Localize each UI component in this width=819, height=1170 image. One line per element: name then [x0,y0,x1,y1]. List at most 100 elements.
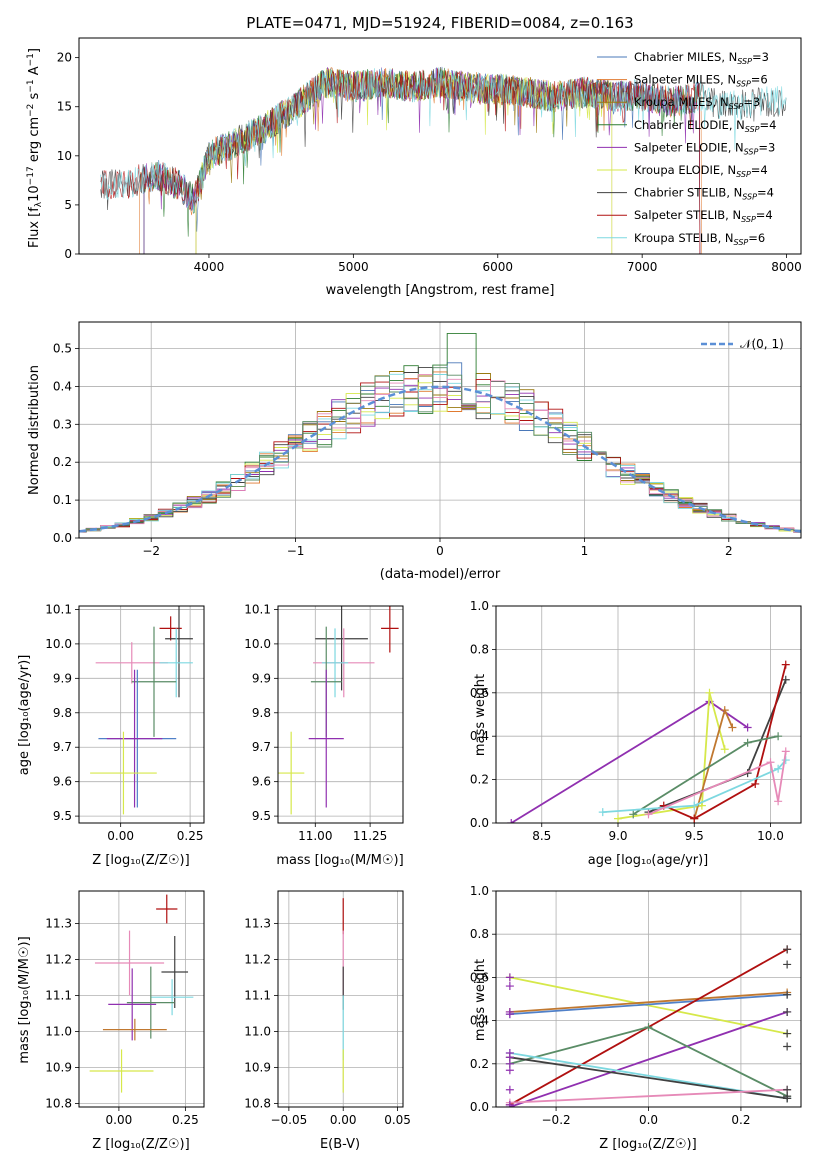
weight-marker [505,982,514,991]
y-tick-label: 9.6 [53,775,72,789]
y-tick-label: 0.4 [470,729,489,743]
mass-vs-ebv-plot: −0.05 0.00 0.05 10.8 10.9 11.0 11.1 11.2 11.3 [244,890,411,1127]
weight-marker [507,819,516,823]
weight-marker [781,675,790,684]
y-tick-label: 9.8 [53,706,72,720]
weight-marker [720,706,729,715]
age-vs-z-xlabel: Z [log₁₀(Z/Z☉)] [92,853,189,868]
weight-series [510,700,749,823]
y-tick-label: 9.5 [252,809,271,823]
y-tick-label: 1.0 [470,599,489,613]
weight-marker [783,1085,792,1094]
weight-marker [720,745,729,754]
weight-marker [783,1029,792,1038]
mass-vs-z-plot: 0.00 0.25 10.8 10.9 11.0 11.1 11.2 11.3 [45,890,205,1127]
legend-entry: Salpeter ELODIE, NSSP=3 [634,140,775,156]
axes-frame [277,890,404,1108]
x-tick-label: −0.2 [542,1113,571,1127]
x-tick-label: 9.0 [608,829,627,843]
y-tick-label: 10.8 [45,1096,72,1110]
y-tick-label: 0.0 [470,816,489,830]
y-tick-label: 0.0 [470,1100,489,1114]
weight-series [509,976,788,1035]
y-tick-label: 10.9 [244,1060,271,1074]
y-tick-label: 10.1 [244,602,271,616]
y-tick-label: 10 [57,149,72,163]
y-tick-label: 11.3 [244,916,271,930]
weight-marker [629,810,638,819]
axes-frame [78,890,205,1108]
legend-entry: Chabrier ELODIE, NSSP=4 [634,118,776,134]
x-tick-label: 1 [581,544,589,558]
x-tick-label: 0.2 [731,1113,750,1127]
normal-curve [79,385,801,533]
x-tick-label: 0.25 [177,829,204,843]
weight-vs-z-xlabel: Z [log₁₀(Z/Z☉)] [599,1137,696,1152]
y-tick-label: 5 [64,198,72,212]
legend-entry: Kroupa STELIB, NSSP=6 [634,231,765,247]
y-tick-label: 0.3 [53,417,72,431]
axes-frame [495,605,802,824]
y-tick-label: 10.0 [45,637,72,651]
x-tick-label: 7000 [627,260,658,274]
weight-marker [598,808,607,817]
y-tick-label: 20 [57,51,72,65]
y-tick-label: 0.8 [470,927,489,941]
spectrum-xlabel: wavelength [Angstrom, rest frame] [326,283,555,298]
spectrum-legend: Chabrier MILES, NSSP=3 Salpeter MILES, NS… [597,50,776,247]
y-tick-label: 11.0 [45,1024,72,1038]
y-tick-label: 9.9 [53,671,72,685]
legend-entry: Salpeter MILES, NSSP=6 [634,73,768,89]
weight-marker [751,779,760,788]
y-tick-label: 0.2 [53,455,72,469]
weight-series [509,991,788,1013]
y-tick-label: 0.2 [470,773,489,787]
age-vs-mass-plot: 11.00 11.25 9.5 9.6 9.7 9.8 9.9 10.0 10.1 [244,602,404,843]
weight-marker [783,960,792,969]
weight-marker [505,973,514,982]
y-tick-label: 9.7 [252,740,271,754]
y-tick-label: 11.1 [45,988,72,1002]
x-tick-label: 9.5 [685,829,704,843]
x-tick-label: −1 [287,544,305,558]
spectrum-salpeter-stelib [100,68,701,254]
y-tick-label: 1.0 [470,884,489,898]
error-crosses [89,894,194,1093]
histogram-model-green [79,367,801,532]
weight-vs-age-xlabel: age [log₁₀(age/yr)] [588,853,709,868]
spectrum-kroupa-stelib [100,67,787,213]
y-tick-label: 10.9 [45,1060,72,1074]
weight-series [617,692,726,820]
x-tick-label: 10.0 [757,829,784,843]
x-tick-label: 11.25 [353,829,387,843]
mass-vs-z-panel: 0.00 0.25 10.8 10.9 11.0 11.1 11.2 11.3 Z [log₁… [17,890,205,1152]
age-vs-mass-xlabel: mass [log₁₀(M/M☉)] [276,853,403,868]
weight-marker [505,1085,514,1094]
weight-vs-age-panel: 8.5 9.0 9.5 10.0 0.0 0.2 0.4 0.6 0.8 1.0 age [log… [470,599,802,868]
weight-marker [774,764,783,773]
residual-ylabel: Normed distribution [27,365,42,495]
error-crosses [90,606,193,815]
x-tick-label: 2 [725,544,733,558]
y-tick-label: 9.5 [53,809,72,823]
weight-marker [505,1007,514,1016]
weight-marker [690,814,699,823]
y-tick-label: 11.1 [244,988,271,1002]
x-tick-label: 8.5 [532,829,551,843]
y-tick-label: 10.0 [244,637,271,651]
weight-series [602,759,787,813]
weight-vs-z-ylabel: mass weight [473,959,488,1041]
weight-marker [644,1023,653,1032]
x-tick-label: 0.00 [107,829,134,843]
x-tick-label: 0.00 [330,1113,357,1127]
weight-lines [505,945,792,1107]
weight-vs-age-plot: 8.5 9.0 9.5 10.0 0.0 0.2 0.4 0.6 0.8 1.0 [470,599,802,843]
legend-entry: Kroupa ELODIE, NSSP=4 [634,163,768,179]
weight-lines [507,660,790,823]
weight-series [509,1011,788,1107]
y-tick-label: 11.0 [244,1024,271,1038]
weight-vs-z-panel: −0.2 0.0 0.2 0.0 0.2 0.4 0.6 0.8 1.0 Z [log₁₀(Z/… [470,884,802,1152]
weight-series [663,664,787,820]
y-tick-label: 0.4 [53,379,72,393]
